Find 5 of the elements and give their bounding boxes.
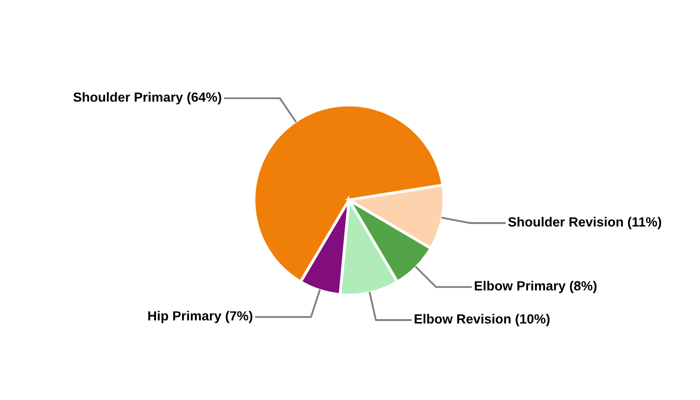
slice-label: Shoulder Revision (11%)	[508, 216, 662, 230]
slice-label: Shoulder Primary (64%)	[73, 92, 222, 104]
slice-label: Elbow Primary (8%)	[474, 280, 596, 294]
slice-label: Hip Primary (7%)	[148, 310, 252, 324]
slice-label: Elbow Revision (10%)	[414, 314, 550, 326]
